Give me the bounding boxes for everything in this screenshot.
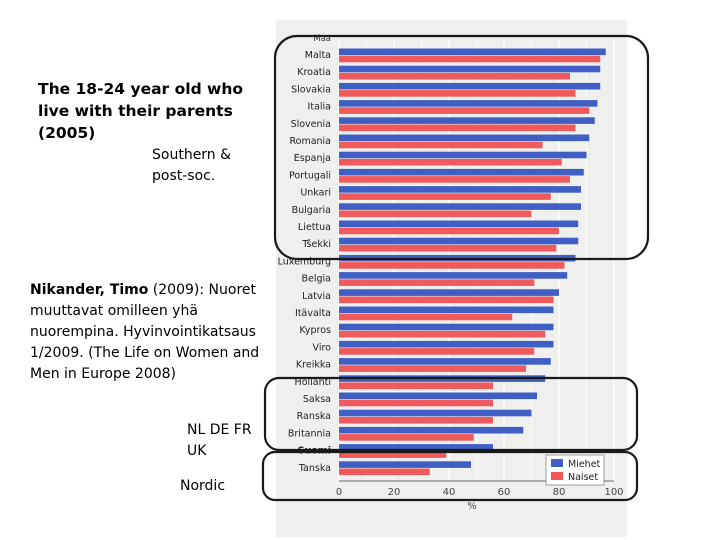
category-label: Belgia <box>302 274 332 285</box>
bar-men <box>339 237 579 245</box>
bar-women <box>339 124 576 132</box>
bar-men <box>339 340 554 348</box>
category-label: Itävalta <box>295 308 331 319</box>
legend-label-women: Naiset <box>568 472 598 483</box>
bar-men <box>339 134 590 142</box>
bar-men <box>339 306 554 314</box>
category-label: Slovakia <box>291 84 331 95</box>
category-label: Tšekki <box>301 239 331 250</box>
x-tick-label: 80 <box>553 487 566 498</box>
bar-women <box>339 176 570 183</box>
category-label: Bulgaria <box>292 205 331 216</box>
x-tick-label: 20 <box>388 487 401 498</box>
bar-women <box>339 55 601 63</box>
bar-men <box>339 100 598 107</box>
bar-men <box>339 444 493 451</box>
bar-women <box>339 158 562 166</box>
bar-men <box>339 358 551 365</box>
bar-women <box>339 382 493 390</box>
category-label: Espanja <box>294 153 331 164</box>
bar-men <box>339 168 584 176</box>
citation: Nikander, Timo (2009): Nuoret muuttavat … <box>30 280 260 385</box>
bar-women <box>339 468 430 476</box>
bar-men <box>339 82 601 90</box>
legend-swatch-women <box>551 472 563 480</box>
bar-women <box>339 262 565 269</box>
bar-men <box>339 220 579 228</box>
bar-women <box>339 210 532 218</box>
citation-text: (2009): Nuoret muuttavat omilleen yhä nu… <box>30 282 260 382</box>
southern-group-label: Southern & post-soc. <box>152 147 232 184</box>
bar-men <box>339 48 606 56</box>
bar-women <box>339 107 590 114</box>
category-label: Kreikka <box>296 360 331 371</box>
southern-group-highlight <box>273 34 650 261</box>
category-label: Hollanti <box>295 377 331 388</box>
western-group-label: NL DE FR UK <box>187 422 252 459</box>
category-label: Britannia <box>288 428 331 439</box>
x-tick-label: 0 <box>336 487 342 498</box>
category-label: Italia <box>308 102 331 113</box>
bar-men <box>339 117 595 124</box>
category-label: Romania <box>289 136 331 147</box>
category-label: Viro <box>313 342 332 353</box>
bar-men <box>339 323 554 331</box>
bar-women <box>339 193 551 200</box>
bar-women <box>339 90 576 97</box>
bar-men <box>339 409 532 417</box>
bar-women <box>339 244 557 252</box>
category-label: Liettua <box>298 222 331 233</box>
legend-swatch-men <box>551 459 563 467</box>
bar-women <box>339 227 559 235</box>
bar-men <box>339 203 581 210</box>
category-label: Portugali <box>289 170 331 181</box>
bar-women <box>339 296 554 304</box>
bar-women <box>339 279 535 286</box>
nordic-group-label: Nordic <box>180 478 226 494</box>
bar-men <box>339 461 471 468</box>
bar-women <box>339 330 546 338</box>
category-label: Malta <box>305 50 331 61</box>
bar-women <box>339 313 513 321</box>
header-label: Maa <box>313 34 331 44</box>
bar-men <box>339 272 568 279</box>
bar-women <box>339 141 543 149</box>
bar-women <box>339 348 535 355</box>
western-group-highlight <box>263 376 639 452</box>
category-label: Kypros <box>299 325 331 336</box>
bar-men <box>339 392 537 400</box>
bar-men <box>339 65 601 73</box>
bar-women <box>339 416 493 424</box>
category-label: Latvia <box>302 291 331 302</box>
category-label: Kroatia <box>297 67 331 78</box>
x-tick-label: 60 <box>498 487 511 498</box>
bar-men <box>339 151 587 159</box>
bar-men <box>339 289 559 296</box>
slide-title: The 18-24 year old who live with their p… <box>38 80 244 142</box>
category-label: Slovenia <box>291 119 331 130</box>
x-axis-label: % <box>467 501 477 512</box>
x-tick-label: 100 <box>604 487 623 498</box>
category-label: Saksa <box>303 394 331 405</box>
bar-men <box>339 426 524 434</box>
bar-men <box>339 186 581 193</box>
x-tick-label: 40 <box>443 487 456 498</box>
legend-label-men: Miehet <box>568 459 601 470</box>
category-label: Ranska <box>297 411 331 422</box>
bar-women <box>339 451 447 458</box>
category-label: Luxemburg <box>278 256 331 267</box>
category-label: Tanska <box>298 463 331 474</box>
category-label: Unkari <box>300 188 331 199</box>
bar-women <box>339 434 474 441</box>
bar-women <box>339 365 526 372</box>
bar-women <box>339 399 493 407</box>
citation-author: Nikander, Timo <box>30 282 149 298</box>
bar-women <box>339 72 570 80</box>
nordic-group-highlight <box>261 450 639 502</box>
